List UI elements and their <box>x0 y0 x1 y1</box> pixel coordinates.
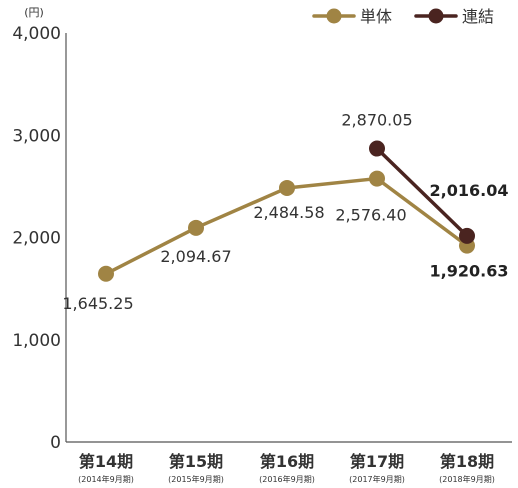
x-category-sublabel: (2017年9月期) <box>349 474 405 484</box>
data-label: 2,576.40 <box>335 206 406 225</box>
y-tick-label: 3,000 <box>12 126 61 146</box>
x-category-label: 第16期 <box>260 452 314 471</box>
y-tick-label: 0 <box>50 433 61 453</box>
legend-marker <box>428 8 444 24</box>
x-category-sublabel: (2014年9月期) <box>78 474 134 484</box>
y-unit-label: (円) <box>24 6 44 19</box>
data-point <box>188 219 204 236</box>
data-label: 2,094.67 <box>160 247 231 266</box>
y-tick-label: 4,000 <box>12 24 61 44</box>
x-category-sublabel: (2015年9月期) <box>168 474 224 484</box>
x-category-sublabel: (2016年9月期) <box>259 474 315 484</box>
x-category-label: 第17期 <box>350 452 404 471</box>
data-point <box>98 265 114 282</box>
x-category-label: 第14期 <box>79 452 133 471</box>
data-label: 2,016.04 <box>430 181 509 200</box>
data-point <box>279 179 295 196</box>
y-tick-label: 2,000 <box>12 229 61 249</box>
legend-marker <box>326 8 342 24</box>
data-label: 2,870.05 <box>341 111 412 130</box>
data-label: 1,645.25 <box>62 294 133 313</box>
legend-label: 単体 <box>360 7 392 26</box>
y-tick-label: 1,000 <box>12 331 61 351</box>
legend-label: 連結 <box>462 7 494 26</box>
data-point <box>459 227 475 244</box>
x-category-sublabel: (2018年9月期) <box>439 474 495 484</box>
data-point <box>369 140 385 157</box>
x-category-label: 第18期 <box>440 452 494 471</box>
data-label: 2,484.58 <box>253 203 324 222</box>
series-line-1 <box>375 146 469 238</box>
data-point <box>369 170 385 187</box>
x-category-label: 第15期 <box>169 452 223 471</box>
data-label: 1,920.63 <box>430 262 509 281</box>
